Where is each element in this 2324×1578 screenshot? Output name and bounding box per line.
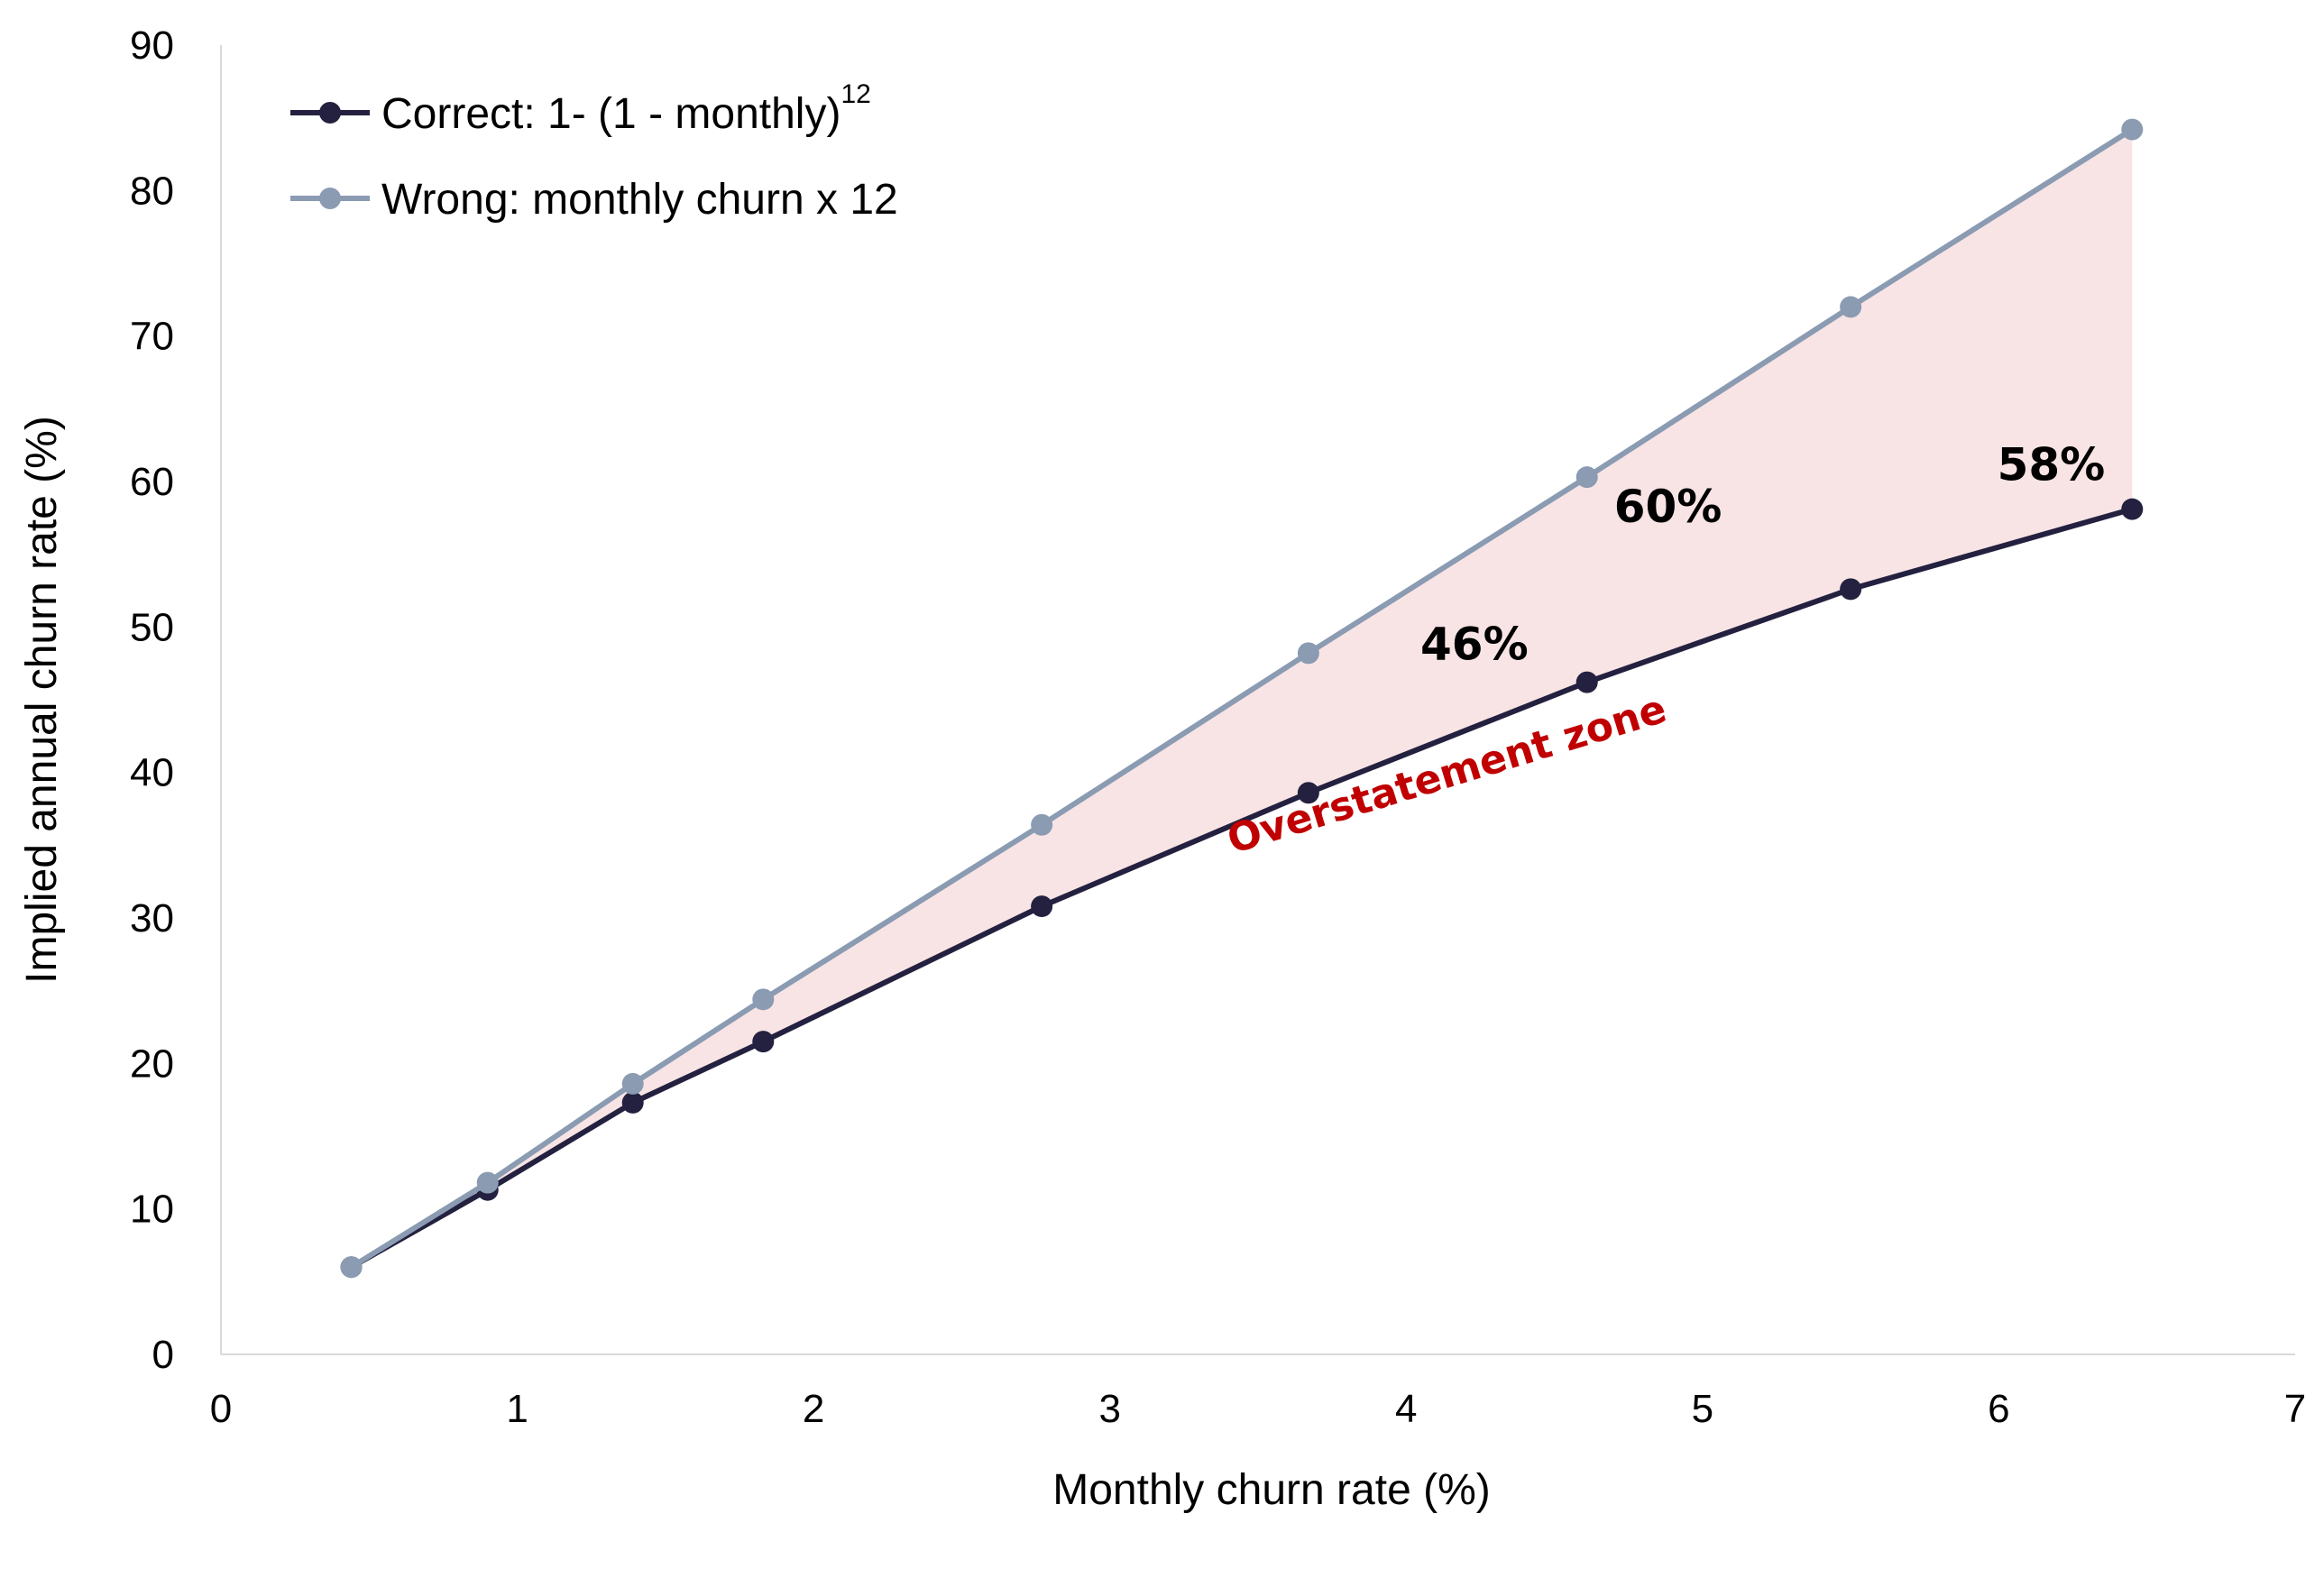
data-point-correct — [2121, 498, 2144, 520]
data-point-correct — [1575, 671, 1598, 693]
data-point-wrong — [1575, 466, 1598, 489]
x-tick-label: 1 — [506, 1387, 528, 1431]
data-label: 46% — [1420, 619, 1529, 671]
data-point-wrong — [340, 1256, 363, 1279]
data-point-wrong — [621, 1072, 644, 1095]
data-label: 60% — [1614, 481, 1722, 533]
legend: Correct: 1- (1 - monthly)12 Wrong: month… — [290, 79, 898, 224]
legend-marker-wrong — [319, 188, 341, 209]
data-point-wrong — [1297, 642, 1319, 665]
series-line-wrong — [349, 127, 2134, 1270]
y-axis-title: Implied annual churn rate (%) — [18, 416, 66, 984]
series-layer — [340, 118, 2144, 1279]
y-tick-label: 60 — [130, 460, 174, 504]
y-tick-label: 70 — [130, 315, 174, 359]
legend-item-wrong: Wrong: monthly churn x 12 — [290, 176, 898, 224]
data-point-wrong — [476, 1171, 499, 1194]
x-axis-title: Monthly churn rate (%) — [1052, 1466, 1491, 1514]
legend-label-correct-main: Correct: 1- (1 - monthly) — [381, 90, 840, 138]
legend-item-correct: Correct: 1- (1 - monthly)12 — [290, 79, 871, 138]
y-tick-label: 90 — [130, 23, 174, 68]
data-point-correct — [752, 1031, 775, 1053]
y-tick-label: 0 — [152, 1333, 174, 1377]
x-tick-label: 5 — [1692, 1387, 1713, 1431]
data-point-wrong — [1840, 296, 1862, 318]
y-tick-label: 30 — [130, 896, 174, 940]
legend-label-correct: Correct: 1- (1 - monthly)12 — [381, 79, 871, 138]
y-tick-label: 50 — [130, 605, 174, 649]
y-tick-label: 80 — [130, 169, 174, 213]
y-tick-label: 10 — [130, 1188, 174, 1232]
series-line-correct — [350, 506, 2134, 1270]
data-point-correct — [1031, 895, 1053, 918]
legend-label-wrong: Wrong: monthly churn x 12 — [381, 176, 898, 224]
data-point-correct — [621, 1091, 644, 1114]
data-point-wrong — [2121, 118, 2144, 141]
y-tick-label: 40 — [130, 751, 174, 795]
x-tick-label: 4 — [1395, 1387, 1417, 1431]
data-label: 58% — [1998, 439, 2106, 491]
legend-label-correct-superscript: 12 — [840, 79, 870, 109]
x-tick-label: 6 — [1988, 1387, 2009, 1431]
x-tick-label: 3 — [1098, 1387, 1120, 1431]
data-point-wrong — [1031, 813, 1053, 836]
data-point-wrong — [752, 988, 775, 1011]
x-tick-label: 0 — [210, 1387, 232, 1431]
x-tick-label: 2 — [803, 1387, 824, 1431]
data-point-correct — [1840, 578, 1862, 601]
data-point-correct — [1297, 782, 1319, 804]
y-tick-label: 20 — [130, 1041, 174, 1086]
x-tick-label: 7 — [2284, 1387, 2306, 1431]
legend-marker-correct — [319, 102, 341, 124]
